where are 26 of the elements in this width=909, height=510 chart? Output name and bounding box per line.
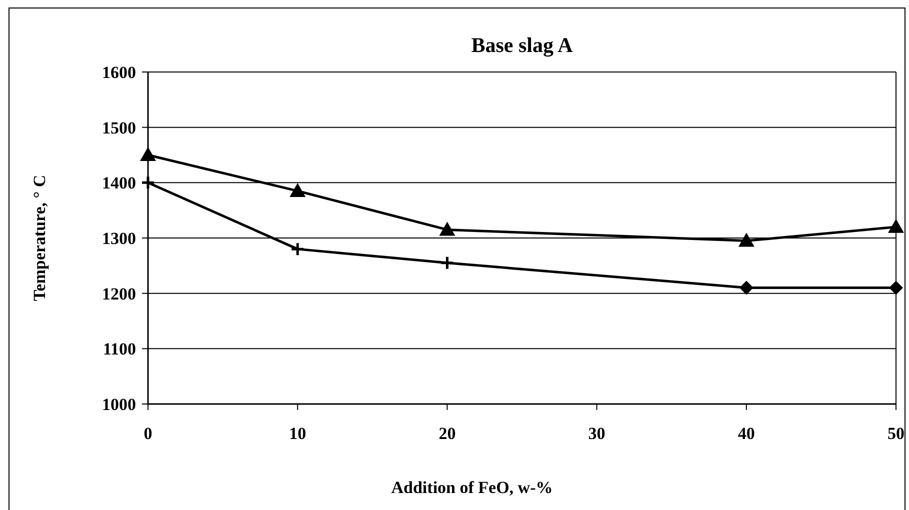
- point: [290, 242, 305, 256]
- point: [140, 147, 156, 161]
- point: [888, 218, 904, 233]
- x-tick-label: 30: [588, 424, 606, 443]
- point: [140, 175, 156, 190]
- y-tick-label: 1400: [102, 174, 136, 193]
- point: [439, 222, 456, 236]
- y-tick-label: 1000: [102, 394, 136, 414]
- y-tick-label: 1600: [102, 62, 136, 82]
- point: [290, 182, 306, 197]
- point: [889, 280, 903, 295]
- y-tick-label: 1100: [102, 340, 136, 359]
- point: [440, 256, 454, 270]
- x-tick-label: 40: [738, 424, 755, 443]
- y-axis-title: Temperature, ° C: [30, 174, 49, 302]
- y-tick-label: 1500: [102, 118, 136, 138]
- point: [738, 232, 754, 247]
- point: [739, 280, 754, 295]
- x-tick-label: 0: [144, 424, 152, 443]
- x-tick-label: 20: [438, 424, 456, 443]
- chart-title: Base slag A: [471, 33, 574, 57]
- y-tick-label: 1300: [102, 228, 136, 248]
- y-tick-label: 1200: [102, 284, 136, 304]
- x-axis-title: Addition of FeO, w-%: [391, 478, 553, 497]
- x-tick-label: 10: [289, 424, 306, 443]
- x-tick-label: 50: [888, 424, 904, 443]
